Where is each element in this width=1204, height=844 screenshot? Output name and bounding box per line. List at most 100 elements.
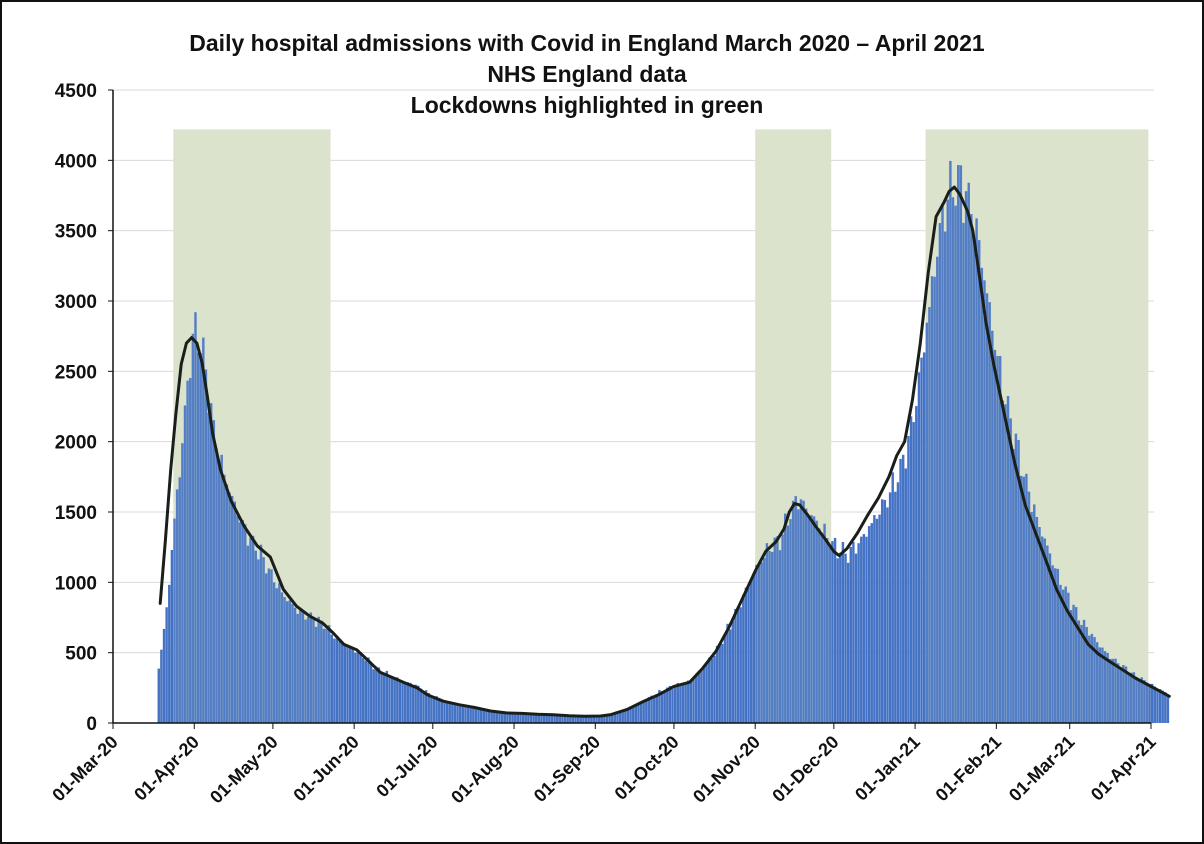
daily-bar [658, 690, 661, 723]
daily-bar [899, 458, 902, 723]
daily-bar [673, 686, 677, 723]
daily-bar [962, 222, 965, 724]
daily-bar [781, 534, 784, 723]
daily-bar [183, 405, 187, 723]
daily-bar [495, 711, 499, 723]
daily-bar [535, 714, 538, 723]
daily-bar [390, 677, 394, 723]
daily-bar [1153, 686, 1157, 723]
daily-bar [527, 713, 530, 723]
daily-bar [744, 587, 748, 723]
daily-bar [314, 626, 318, 723]
daily-bar [1106, 652, 1109, 723]
daily-bar [419, 688, 423, 723]
daily-bar [1119, 667, 1122, 723]
daily-bar [414, 684, 417, 723]
daily-bar [241, 519, 244, 723]
daily-bar [1009, 418, 1012, 723]
daily-bar [917, 372, 921, 723]
daily-bar [676, 683, 679, 723]
x-tick-label-5: 01-Aug-20 [447, 732, 523, 808]
daily-bar [849, 546, 852, 723]
daily-bar [364, 660, 368, 723]
daily-bar [739, 607, 742, 723]
daily-bar [757, 564, 761, 723]
daily-bar [791, 500, 795, 723]
daily-bar [710, 658, 714, 723]
daily-bar [409, 682, 412, 723]
daily-bar [506, 712, 509, 723]
daily-bar [692, 677, 695, 723]
daily-bar [1046, 545, 1049, 723]
daily-bar [1090, 633, 1094, 723]
daily-bar [196, 352, 200, 723]
daily-bar [907, 435, 910, 723]
x-tick-label-4: 01-Jul-20 [372, 732, 441, 801]
daily-bar [1137, 680, 1141, 723]
x-tick-label-10: 01-Jan-21 [851, 732, 924, 805]
daily-bar [647, 697, 651, 723]
daily-bar [537, 714, 541, 723]
y-tick-label-3500: 3500 [55, 222, 97, 243]
daily-bar [1077, 620, 1081, 723]
daily-bar [516, 713, 520, 723]
daily-bar [511, 712, 514, 723]
daily-bar [687, 680, 690, 723]
daily-bar [1012, 449, 1015, 723]
daily-bar [482, 708, 486, 723]
daily-bar [812, 516, 816, 723]
daily-bar [272, 582, 276, 723]
daily-bar [265, 573, 268, 723]
daily-bar [228, 492, 231, 723]
daily-bar [427, 692, 430, 723]
daily-bar [873, 515, 876, 723]
daily-bar [823, 523, 826, 723]
x-tick-label-0: 01-Mar-20 [48, 732, 122, 806]
daily-bar [1111, 658, 1115, 723]
x-tick-label-9: 01-Dec-20 [768, 732, 842, 806]
daily-bar [679, 684, 682, 723]
daily-bar [718, 644, 721, 723]
daily-bar [1006, 395, 1010, 723]
daily-bar [443, 699, 446, 723]
daily-bar [1054, 568, 1057, 723]
daily-bar [964, 191, 968, 724]
daily-bar [920, 357, 923, 723]
daily-bar [1061, 589, 1065, 723]
daily-bar [634, 704, 638, 723]
daily-bar [660, 691, 664, 723]
daily-bar [540, 714, 543, 723]
daily-bar [1158, 689, 1162, 723]
daily-bar [912, 422, 915, 723]
daily-bar [529, 714, 533, 723]
daily-bar [728, 629, 732, 723]
daily-bar [742, 594, 745, 723]
daily-bar [508, 712, 512, 723]
daily-bar [191, 333, 195, 723]
daily-bar [333, 638, 336, 723]
daily-bar [972, 240, 976, 724]
daily-bar [1019, 475, 1023, 723]
daily-bar [1127, 673, 1130, 723]
daily-bar [212, 420, 216, 723]
daily-bar [768, 550, 771, 723]
daily-bar [1025, 473, 1028, 723]
daily-bar [597, 716, 601, 723]
daily-bar [723, 634, 727, 723]
daily-bar [448, 702, 451, 723]
daily-bar [1022, 476, 1025, 723]
daily-bar [579, 715, 582, 723]
y-tick-label-0: 0 [86, 714, 97, 735]
daily-bar [639, 701, 643, 723]
daily-bar [592, 715, 596, 723]
daily-bar [1095, 642, 1099, 723]
x-tick-label-12: 01-Mar-21 [1005, 732, 1079, 806]
daily-bar [815, 520, 818, 723]
daily-bar [393, 677, 396, 723]
daily-bar [708, 657, 711, 723]
daily-bar [320, 620, 323, 723]
daily-bar [382, 674, 386, 723]
daily-bar [223, 474, 226, 723]
daily-bar [624, 710, 627, 723]
daily-bar [566, 715, 569, 723]
